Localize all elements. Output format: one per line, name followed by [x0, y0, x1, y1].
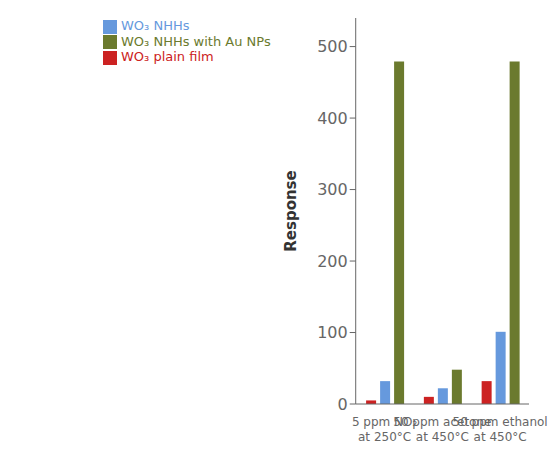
svg-text:500: 500 [317, 37, 348, 56]
svg-text:50 ppm ethanolat 450°C: 50 ppm ethanolat 450°C [453, 415, 548, 444]
svg-text:Response: Response [282, 170, 300, 251]
svg-text:200: 200 [317, 252, 348, 271]
svg-text:0: 0 [338, 395, 348, 414]
svg-text:300: 300 [317, 180, 348, 199]
svg-text:400: 400 [317, 109, 348, 128]
svg-text:100: 100 [317, 323, 348, 342]
